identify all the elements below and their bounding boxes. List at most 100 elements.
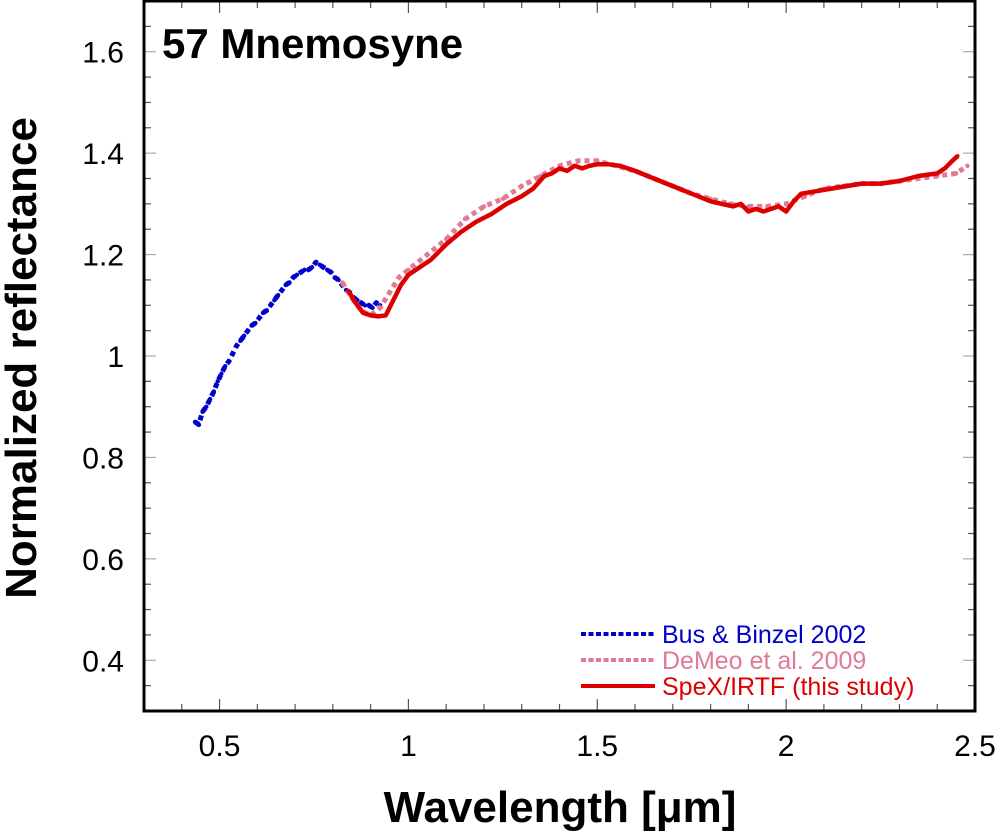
data-point <box>313 259 319 265</box>
data-point <box>211 389 217 394</box>
data-point <box>354 301 358 305</box>
data-point <box>241 333 247 338</box>
data-point <box>916 174 920 178</box>
data-point <box>391 298 395 302</box>
data-point <box>474 220 478 224</box>
data-point <box>253 320 258 326</box>
data-point <box>784 209 788 213</box>
data-point <box>328 270 334 275</box>
data-point <box>588 164 592 168</box>
data-point <box>369 313 373 317</box>
y-axis-title: Normalized reflectance <box>0 117 46 599</box>
data-point <box>268 303 273 308</box>
data-point <box>346 288 350 292</box>
data-point <box>406 273 410 277</box>
data-point <box>358 300 364 305</box>
data-point <box>399 283 403 287</box>
x-tick-label: 1 <box>400 730 417 763</box>
legend-item: Bus & Binzel 2002 <box>581 621 866 649</box>
y-tick-label: 1.4 <box>82 138 124 171</box>
series-2 <box>346 154 960 319</box>
data-point <box>384 313 388 317</box>
data-point <box>607 162 611 166</box>
legend-item: DeMeo et al. 2009 <box>581 647 866 675</box>
series-layer <box>192 154 970 427</box>
legend-label: Bus & Binzel 2002 <box>662 621 866 649</box>
data-point <box>542 174 546 178</box>
data-point <box>219 371 224 376</box>
data-point <box>777 204 781 208</box>
data-point <box>459 230 463 234</box>
data-point <box>490 212 494 216</box>
data-point <box>652 177 656 180</box>
data-point <box>879 182 883 186</box>
x-tick-label: 2.5 <box>954 730 996 763</box>
data-point <box>671 184 675 188</box>
data-point <box>739 202 743 206</box>
x-tick-label: 0.5 <box>199 730 241 763</box>
data-point <box>783 201 789 207</box>
data-point <box>245 328 251 333</box>
data-point <box>294 272 300 278</box>
data-point <box>814 189 818 193</box>
data-point <box>580 166 584 170</box>
data-point <box>943 166 947 170</box>
data-point <box>769 207 773 211</box>
data-point <box>387 290 392 295</box>
y-tick-label: 1.2 <box>82 240 124 273</box>
y-tick-label: 1.6 <box>82 37 124 70</box>
data-point <box>324 267 330 272</box>
data-point <box>500 196 506 201</box>
y-tick-labels: 0.4 0.6 0.8 1 1.2 1.4 1.6 <box>82 37 124 679</box>
data-point <box>443 237 449 242</box>
data-point <box>376 314 380 318</box>
data-point <box>746 209 750 213</box>
series-line <box>193 259 382 427</box>
data-point <box>531 187 535 191</box>
data-point <box>226 358 232 364</box>
data-point <box>505 202 509 206</box>
data-point <box>332 275 337 280</box>
data-point <box>283 282 288 288</box>
data-point <box>279 287 285 293</box>
data-point <box>196 422 201 427</box>
data-point <box>576 158 581 163</box>
data-point <box>317 262 322 267</box>
data-point <box>754 207 758 211</box>
data-point <box>709 199 713 203</box>
data-point <box>396 275 402 280</box>
data-point <box>897 179 901 183</box>
data-point <box>595 158 600 163</box>
data-point <box>366 303 371 308</box>
data-point <box>953 171 959 176</box>
data-point <box>200 409 205 414</box>
data-point <box>234 343 239 349</box>
data-point <box>444 242 448 246</box>
ticks-layer <box>144 0 976 711</box>
data-point <box>573 164 577 168</box>
data-point <box>362 303 368 308</box>
data-point <box>829 187 833 191</box>
data-point <box>950 159 954 163</box>
x-tick-label: 2 <box>778 730 795 763</box>
data-point <box>565 169 569 173</box>
data-point <box>257 315 262 321</box>
data-point <box>230 351 235 356</box>
data-point <box>731 204 735 208</box>
data-point <box>761 209 765 213</box>
data-point <box>336 277 341 283</box>
data-point <box>462 216 468 222</box>
x-tick-label: 1.5 <box>576 730 618 763</box>
data-point <box>481 204 487 209</box>
x-tick-labels: 0.5 1 1.5 2 2.5 <box>199 730 996 763</box>
data-point <box>690 192 694 196</box>
data-point <box>425 252 430 257</box>
data-point <box>298 270 303 275</box>
series-0 <box>192 259 383 427</box>
y-tick-label: 1 <box>107 341 124 374</box>
data-point <box>633 169 637 173</box>
data-point <box>429 258 433 262</box>
data-point <box>215 379 220 384</box>
